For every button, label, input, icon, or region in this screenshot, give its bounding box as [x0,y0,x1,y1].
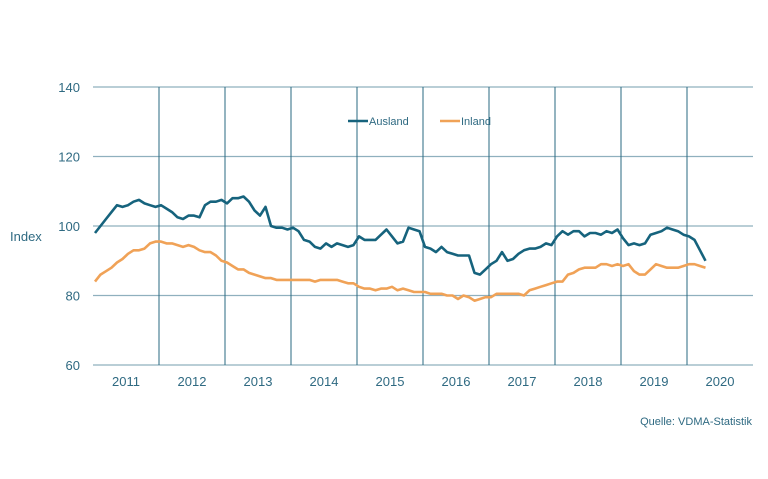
legend-label-ausland: Ausland [369,116,409,128]
x-tick-label: 2016 [442,374,471,389]
source-note: Quelle: VDMA-Statistik [640,416,752,428]
x-axis: 2011 2012 2013 2014 2015 2016 2017 2018 2019 2020 [112,374,734,389]
series-line-inland [93,240,706,303]
y-tick-label: 80 [66,289,80,304]
y-tick-label: 100 [58,219,80,234]
x-tick-label: 2019 [640,374,669,389]
x-tick-label: 2012 [178,374,207,389]
y-axis-label: Index [10,229,42,244]
x-tick-label: 2018 [574,374,603,389]
x-tick-label: 2015 [376,374,405,389]
y-tick-label: 120 [58,150,80,165]
x-tick-label: 2013 [244,374,273,389]
y-tick-label: 140 [58,80,80,95]
x-tick-label: 2011 [112,374,140,389]
legend-label-inland: Inland [461,116,491,128]
x-tick-label: 2014 [310,374,339,389]
legend: Ausland Inland [348,116,491,128]
grid [93,86,753,366]
x-tick-label: 2020 [706,374,735,389]
series-lines [93,195,707,303]
y-axis: 60 80 100 120 140 [58,80,80,373]
series-line-ausland [93,195,707,276]
x-tick-label: 2017 [508,374,537,389]
y-tick-label: 60 [66,358,80,373]
